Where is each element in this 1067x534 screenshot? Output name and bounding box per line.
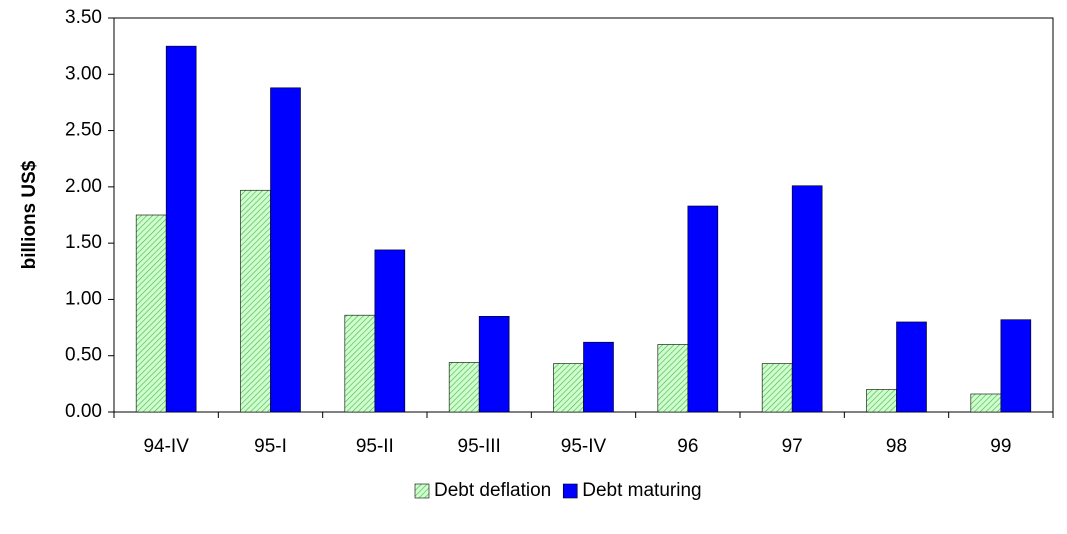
bar (135, 214, 167, 413)
legend-label: Debt maturing (582, 480, 701, 501)
bar (270, 87, 301, 413)
y-tick-label: 2.00 (65, 176, 102, 197)
y-tick-label: 2.50 (65, 120, 102, 141)
x-tick-label: 95-IV (561, 436, 607, 457)
bar (1000, 319, 1032, 413)
y-tick-label: 3.50 (65, 7, 102, 28)
y-tick-label: 0.00 (65, 401, 102, 422)
x-tick-label: 98 (886, 436, 907, 457)
x-tick-label: 96 (677, 436, 698, 457)
bar (896, 321, 927, 413)
y-tick-label: 1.00 (65, 288, 102, 309)
y-axis-label: billions US$ (19, 160, 40, 269)
legend-swatch (562, 483, 578, 499)
y-tick-label: 3.00 (65, 63, 102, 84)
bar (866, 389, 897, 413)
bar (761, 363, 793, 413)
bar (553, 363, 584, 413)
bar (687, 205, 719, 413)
bar (165, 45, 197, 413)
x-tick-label: 99 (990, 436, 1011, 457)
y-tick-label: 1.50 (65, 232, 102, 253)
bar (448, 362, 480, 413)
bar (478, 316, 510, 413)
x-tick-label: 95-I (254, 436, 287, 457)
legend-label: Debt deflation (434, 480, 551, 501)
bar (240, 189, 271, 413)
x-tick-label: 95-III (458, 436, 501, 457)
y-tick-label: 0.50 (65, 345, 102, 366)
bar (583, 341, 614, 413)
x-tick-label: 95-II (356, 436, 394, 457)
bar (791, 185, 823, 413)
x-tick-label: 94-IV (143, 436, 189, 457)
bar (970, 393, 1002, 413)
x-tick-label: 97 (782, 436, 803, 457)
bar (344, 314, 376, 413)
bar (657, 344, 689, 413)
bar (374, 249, 406, 413)
legend-swatch (414, 483, 430, 499)
